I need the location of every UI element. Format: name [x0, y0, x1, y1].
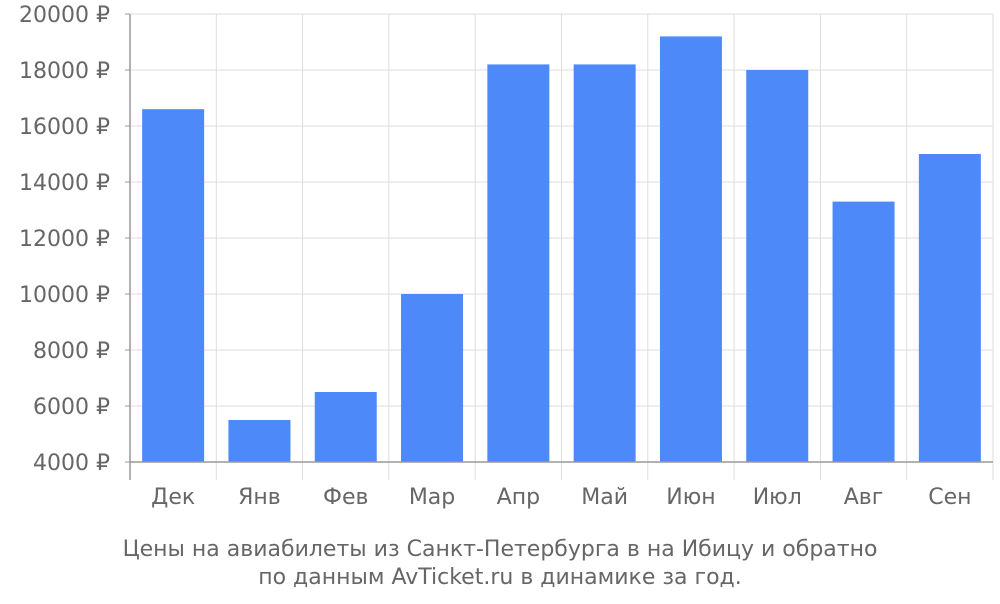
y-tick-label: 12000 ₽: [19, 227, 110, 252]
bar-10: [918, 154, 981, 462]
chart-caption-line-1: Цены на авиабилеты из Санкт-Петербурга в…: [123, 537, 878, 562]
bar-1: [142, 109, 205, 462]
bar-6: [573, 64, 636, 463]
x-tick-label: Апр: [497, 485, 540, 510]
chart-caption-line-2: по данным AvTicket.ru в динамике за год.: [258, 565, 742, 590]
y-tick-label: 10000 ₽: [19, 283, 110, 308]
y-tick-label: 14000 ₽: [19, 171, 110, 196]
bars: [142, 36, 981, 463]
y-tick-label: 16000 ₽: [19, 115, 110, 140]
x-axis-tick-labels: Дек Янв Фев Мар Апр Май Июн Июл Авг Сен: [151, 485, 971, 510]
y-tick-label: 20000 ₽: [19, 3, 110, 28]
y-tick-label: 4000 ₽: [33, 451, 110, 476]
x-tick-label: Авг: [844, 485, 884, 510]
x-tick-label: Сен: [928, 485, 971, 510]
x-tick-label: Июл: [753, 485, 802, 510]
x-tick-label: Фев: [323, 485, 368, 510]
bar-8: [746, 70, 809, 462]
bar-5: [487, 64, 550, 463]
y-tick-label: 8000 ₽: [33, 339, 110, 364]
x-tick-label: Янв: [238, 485, 281, 510]
x-tick-label: Дек: [151, 485, 195, 510]
axes: [125, 13, 994, 480]
bar-3: [314, 392, 377, 462]
y-tick-label: 6000 ₽: [33, 395, 110, 420]
y-tick-label: 18000 ₽: [19, 59, 110, 84]
x-tick-label: Мар: [409, 485, 455, 510]
x-tick-label: Июн: [666, 485, 715, 510]
y-axis-tick-labels: 4000 ₽ 6000 ₽ 8000 ₽ 10000 ₽ 12000 ₽ 14000 ₽ 1…: [19, 3, 110, 476]
grid-lines: [129, 13, 994, 463]
bar-7: [659, 36, 722, 463]
bar-4: [401, 294, 464, 462]
bar-9: [832, 201, 895, 462]
x-tick-label: Май: [581, 485, 628, 510]
bar-2: [228, 420, 291, 462]
